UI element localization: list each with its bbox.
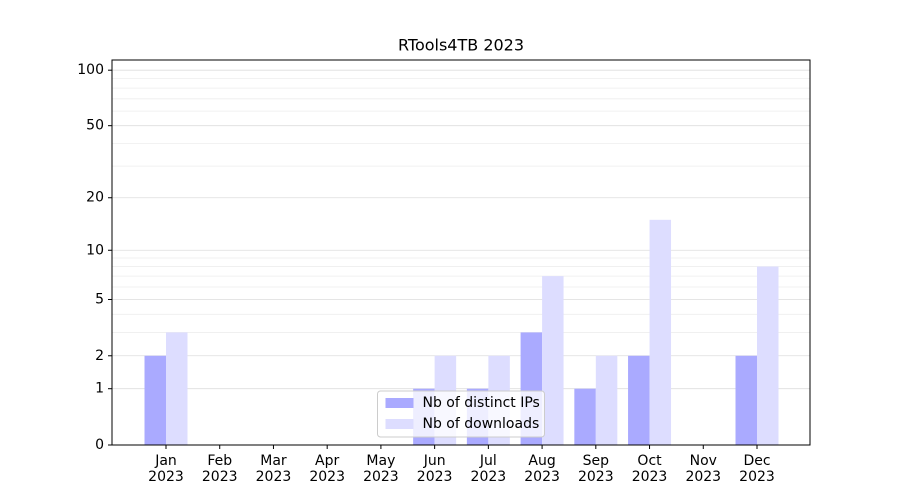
bar	[574, 388, 596, 445]
grid	[112, 69, 810, 446]
x-tick-label: Sep 2023	[577, 453, 614, 485]
legend-swatch	[385, 398, 414, 408]
x-tick-label: Feb 2023	[201, 453, 238, 485]
plot-frame	[111, 59, 811, 446]
legend-label: Nb of downloads	[423, 416, 540, 432]
bar	[595, 355, 618, 445]
legend: Nb of distinct IPs Nb of downloads	[377, 390, 545, 438]
y-tick-label: 0	[95, 437, 104, 453]
x-tick-label: Mar 2023	[255, 453, 292, 485]
x-tick-label: Nov 2023	[685, 453, 722, 485]
bar	[735, 355, 757, 445]
x-tick-label: Aug 2023	[524, 453, 560, 485]
y-tick-label: 2	[95, 348, 104, 364]
x-tick-label: Jul 2023	[470, 453, 507, 485]
bar	[649, 219, 672, 445]
x-tick-label: May 2023	[363, 453, 399, 485]
legend-swatch	[385, 419, 414, 429]
chart-title: RTools4TB 2023	[398, 36, 524, 55]
bar	[166, 332, 188, 445]
x-tick-label: Jun 2023	[416, 453, 453, 485]
legend-box	[377, 390, 545, 438]
x-tick-label: Apr 2023	[309, 453, 345, 485]
x-tick-label: Jan 2023	[148, 453, 184, 485]
bar	[628, 355, 650, 445]
x-tick-label: Dec 2023	[739, 453, 775, 485]
bar	[542, 276, 564, 445]
bar	[757, 266, 779, 445]
y-tick-label: 100	[77, 62, 104, 78]
y-tick-label: 10	[86, 242, 104, 258]
bar	[144, 355, 166, 445]
y-tick-label: 1	[95, 381, 104, 397]
x-tick-label: Oct 2023	[631, 453, 668, 485]
y-tick-label: 50	[86, 118, 104, 134]
legend-label: Nb of distinct IPs	[423, 395, 540, 411]
y-tick-label: 20	[86, 190, 104, 206]
y-tick-label: 5	[95, 291, 104, 307]
